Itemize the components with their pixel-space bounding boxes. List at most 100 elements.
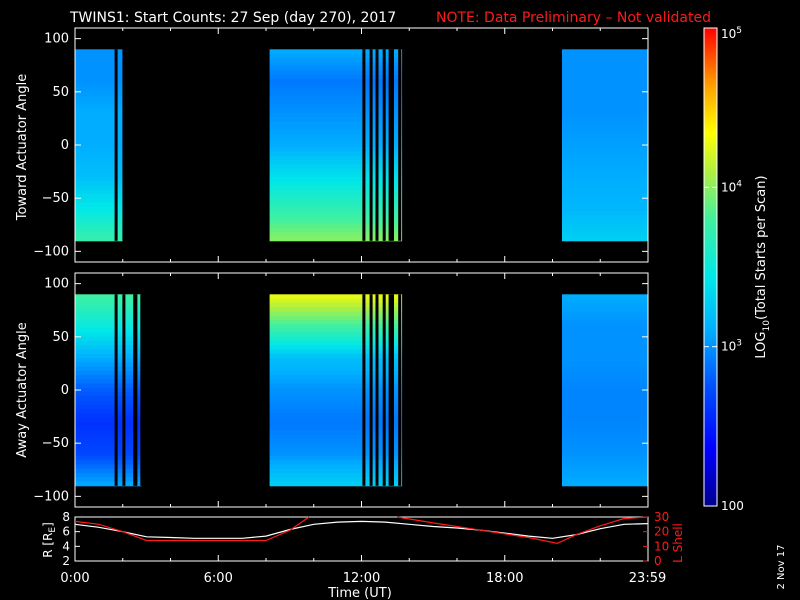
colorbar-tick-label: 105 [721, 26, 742, 41]
heatmap-cell [562, 404, 648, 410]
heatmap-cell [562, 210, 648, 216]
data-gap-line [362, 49, 366, 241]
data-gap-line [362, 294, 366, 486]
y-tick-label: 0 [61, 383, 69, 398]
heatmap-cell [269, 358, 403, 363]
heatmap-cell [269, 181, 403, 186]
heatmap-cell [562, 206, 648, 212]
y-tick-label: 0 [61, 138, 69, 153]
heatmap-cell [75, 426, 142, 431]
heatmap-cell [269, 228, 403, 233]
heatmap-cell [269, 375, 403, 380]
heatmap-cell [269, 302, 403, 308]
data-gap-line [134, 294, 138, 486]
heatmap-cell [75, 392, 142, 397]
heatmap-cell [75, 298, 142, 304]
heatmap-cell [75, 404, 142, 410]
heatmap-cell [562, 353, 648, 359]
heatmap-cell [75, 307, 142, 312]
heatmap-cell [75, 53, 123, 59]
lshell-line [74, 516, 310, 542]
heatmap-cell [75, 96, 123, 101]
heatmap-cell [562, 104, 648, 110]
heatmap-cell [75, 430, 142, 436]
y-tick-label: −100 [33, 244, 69, 259]
date-stamp: 2 Nov 17 [776, 545, 787, 590]
heatmap-cell [562, 232, 648, 237]
heatmap-cell [269, 366, 403, 372]
heatmap-cell [75, 228, 123, 233]
heatmap-cell [562, 113, 648, 118]
heatmap-cell [562, 324, 648, 329]
heatmap-cell [75, 219, 123, 225]
heatmap-cell [75, 198, 123, 203]
heatmap-cell [269, 159, 403, 165]
heatmap-cell [75, 464, 142, 470]
heatmap-cell [562, 302, 648, 308]
heatmap-cell [269, 383, 403, 389]
heatmap-cell [269, 404, 403, 410]
heatmap-cell [562, 421, 648, 427]
heatmap-cell [562, 362, 648, 368]
heatmap-cell [269, 134, 403, 140]
heatmap-cell [75, 117, 123, 123]
heatmap-cell [75, 315, 142, 321]
heatmap-cell [75, 104, 123, 110]
heatmap-cell [562, 83, 648, 89]
heatmap-cell [75, 319, 142, 325]
heatmap-cell [562, 447, 648, 453]
orbit-ylabel-left-end: ] [41, 522, 55, 527]
y-tick-label-right: 30 [654, 510, 669, 524]
heatmap-cell [269, 125, 403, 131]
heatmap-cell [75, 375, 142, 380]
heatmap-cell [75, 370, 142, 376]
heatmap-cell [562, 298, 648, 304]
heatmap-cell [75, 438, 142, 444]
heatmap-cell [562, 409, 648, 414]
heatmap-cell [75, 108, 123, 114]
data-gap-line [388, 49, 392, 241]
heatmap-cell [75, 481, 142, 487]
heatmap-cell [269, 117, 403, 123]
heatmap-cell [562, 341, 648, 346]
heatmap-cell [75, 223, 123, 229]
heatmap-cell [269, 62, 403, 67]
heatmap-cell [75, 336, 142, 342]
heatmap-cell [562, 138, 648, 144]
heatmap-cell [75, 358, 142, 363]
heatmap-cell [269, 96, 403, 101]
heatmap-cell [75, 353, 142, 359]
heatmap-cell [75, 332, 142, 338]
heatmap-cell [562, 91, 648, 97]
heatmap-cell [562, 62, 648, 67]
heatmap-cell [269, 70, 403, 76]
colorbar-tick-base: 100 [721, 499, 744, 513]
heatmap-cell [562, 74, 648, 80]
heatmap-cell [269, 168, 403, 174]
heatmap-cell [75, 113, 123, 118]
y-tick-label: 6 [62, 525, 70, 539]
heatmap-cell [269, 83, 403, 89]
heatmap-cell [562, 215, 648, 220]
heatmap-cell [269, 236, 403, 242]
colorbar-tick-label: 103 [721, 339, 742, 354]
heatmap-cell [75, 366, 142, 372]
lshell-line [397, 516, 558, 544]
heatmap-cell [75, 134, 123, 140]
heatmap-cell [269, 413, 403, 419]
data-gap-line [369, 49, 373, 241]
heatmap-cell [562, 108, 648, 114]
x-tick-label: 12:00 [343, 571, 380, 586]
colorbar-tick-base: 10 [721, 27, 736, 41]
heatmap-cell [75, 62, 123, 67]
heatmap-cell [75, 455, 142, 461]
heatmap-cell [562, 345, 648, 351]
heatmap-cell [562, 311, 648, 317]
heatmap-cell [562, 151, 648, 157]
heatmap-cell [562, 319, 648, 325]
data-gap-line [388, 294, 392, 486]
heatmap-cell [269, 172, 403, 178]
heatmap-cell [562, 430, 648, 436]
orbit-ylabel-right: L Shell [671, 523, 685, 563]
